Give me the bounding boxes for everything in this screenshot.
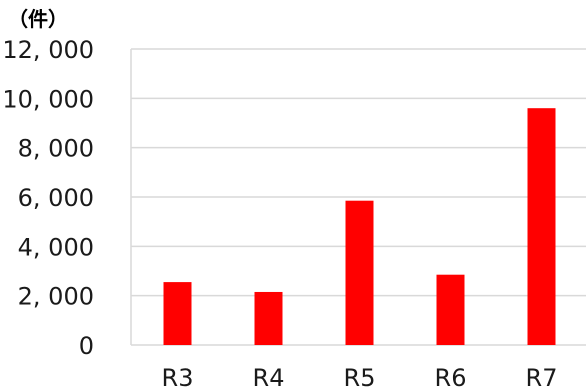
- x-tick-label: R5: [344, 364, 376, 387]
- y-unit-label: （件）: [8, 7, 68, 31]
- y-tick-label: 10, 000: [2, 85, 94, 113]
- y-axis-ticks: 0 2, 000 4, 000 6, 000 8, 000 10, 000 12, 000: [2, 36, 94, 360]
- x-tick-label: R4: [253, 364, 285, 387]
- bar-r4: [254, 291, 283, 345]
- x-tick-label: R3: [162, 364, 194, 387]
- x-tick-label: R6: [435, 364, 467, 387]
- bar-r3: [163, 282, 192, 345]
- y-tick-label: 4, 000: [18, 233, 94, 261]
- y-tick-label: 0: [79, 332, 94, 360]
- y-tick-label: 6, 000: [18, 184, 94, 212]
- bars: [163, 108, 556, 345]
- bar-r7: [527, 108, 556, 345]
- y-tick-label: 8, 000: [18, 135, 94, 163]
- x-tick-label: R7: [526, 364, 558, 387]
- y-tick-label: 12, 000: [2, 36, 94, 64]
- x-axis-ticks: R3 R4 R5 R6 R7: [162, 364, 558, 387]
- y-tick-label: 2, 000: [18, 283, 94, 311]
- bar-r5: [345, 200, 374, 345]
- bar-r6: [436, 274, 465, 345]
